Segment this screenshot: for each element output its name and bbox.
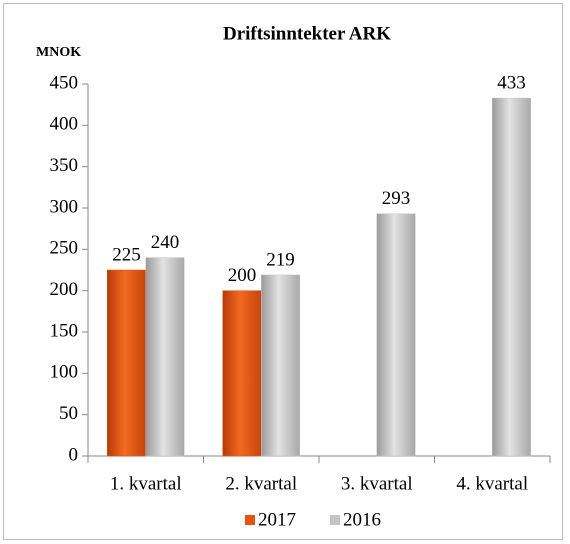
value-label: 219 [266, 249, 295, 270]
y-axis-label: MNOK [36, 45, 81, 60]
y-tick-label: 0 [69, 444, 79, 465]
value-label: 240 [151, 232, 180, 253]
y-tick-label: 400 [50, 114, 79, 135]
x-tick-label: 1. kvartal [110, 473, 182, 494]
legend-label: 2017 [258, 509, 296, 530]
bar [107, 269, 146, 457]
y-tick-label: 450 [50, 72, 79, 93]
value-label: 433 [497, 72, 526, 93]
bar [261, 274, 300, 457]
x-tick-label: 4. kvartal [456, 473, 528, 494]
x-tick-label: 3. kvartal [341, 473, 413, 494]
y-tick-label: 50 [59, 403, 78, 424]
value-label: 225 [112, 244, 141, 265]
y-tick-label: 250 [50, 238, 79, 259]
legend-swatch [245, 515, 255, 525]
bar [376, 213, 416, 457]
legend-swatch [330, 515, 340, 525]
x-tick-label: 2. kvartal [225, 473, 297, 494]
y-tick-label: 100 [50, 362, 79, 383]
legend-label: 2016 [343, 509, 381, 530]
value-label: 293 [382, 188, 411, 209]
y-tick-label: 200 [50, 279, 79, 300]
y-tick-label: 150 [50, 320, 79, 341]
bar [492, 97, 531, 457]
y-tick-label: 350 [50, 155, 79, 176]
bar [222, 290, 262, 457]
value-label: 200 [228, 265, 257, 286]
y-tick-label: 300 [50, 196, 79, 217]
bar [145, 257, 185, 457]
chart-title: Driftsinntekter ARK [223, 23, 391, 44]
